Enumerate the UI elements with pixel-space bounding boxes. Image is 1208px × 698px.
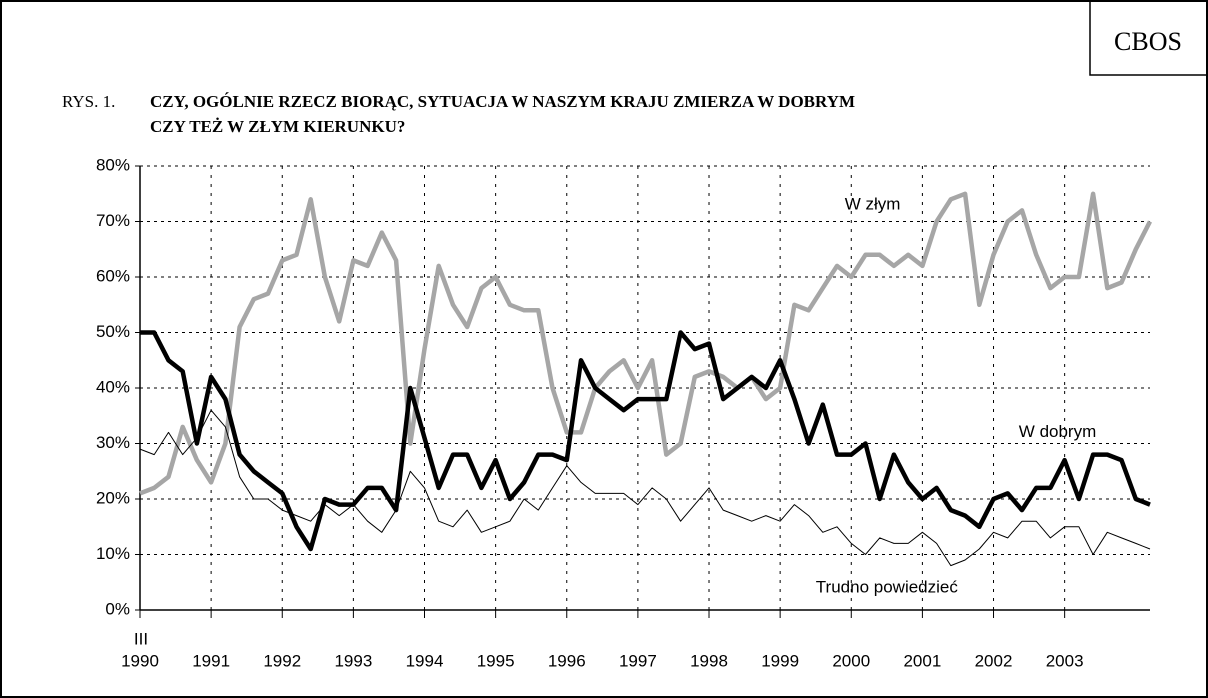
series-line bbox=[139, 409, 1151, 567]
series-line bbox=[139, 191, 1153, 496]
x-tick-label: 1996 bbox=[548, 651, 586, 670]
y-tick-label: 20% bbox=[96, 488, 130, 507]
series-label: Trudno powiedzieć bbox=[816, 577, 959, 596]
x-tick-label: 1998 bbox=[690, 651, 728, 670]
x-tick-label: 1990 bbox=[121, 651, 159, 670]
y-tick-label: 30% bbox=[96, 433, 130, 452]
y-tick-label: 60% bbox=[96, 266, 130, 285]
x-tick-label: 1992 bbox=[263, 651, 301, 670]
x-tick-label: 1997 bbox=[619, 651, 657, 670]
source-box bbox=[1089, 0, 1208, 76]
y-tick-label: 80% bbox=[96, 155, 130, 174]
y-tick-label: 50% bbox=[96, 322, 130, 341]
x-tick-label: 1994 bbox=[406, 651, 444, 670]
series-label: W złym bbox=[845, 194, 901, 213]
x-tick-label: 2001 bbox=[903, 651, 941, 670]
y-tick-label: 70% bbox=[96, 211, 130, 230]
chart-title: CZY, OGÓLNIE RZECZ BIORĄC, SYTUACJA W NA… bbox=[150, 92, 855, 111]
series-line bbox=[140, 330, 1151, 552]
source: CBOS bbox=[1114, 27, 1182, 56]
figure-label: RYS. 1. bbox=[62, 92, 115, 111]
x-tick-label: 1993 bbox=[334, 651, 372, 670]
y-tick-label: 0% bbox=[105, 599, 130, 618]
start-month: III bbox=[134, 629, 148, 648]
x-tick-label: 2003 bbox=[1046, 651, 1084, 670]
y-tick-label: 40% bbox=[96, 377, 130, 396]
x-tick-label: 1995 bbox=[477, 651, 515, 670]
x-tick-label: 2002 bbox=[975, 651, 1013, 670]
series-label: W dobrym bbox=[1019, 422, 1096, 441]
chart-title: CZY TEŻ W ZŁYM KIERUNKU? bbox=[150, 117, 405, 136]
x-tick-label: 1999 bbox=[761, 651, 799, 670]
x-tick-label: 1991 bbox=[192, 651, 230, 670]
y-tick-label: 10% bbox=[96, 544, 130, 563]
x-tick-label: 2000 bbox=[832, 651, 870, 670]
